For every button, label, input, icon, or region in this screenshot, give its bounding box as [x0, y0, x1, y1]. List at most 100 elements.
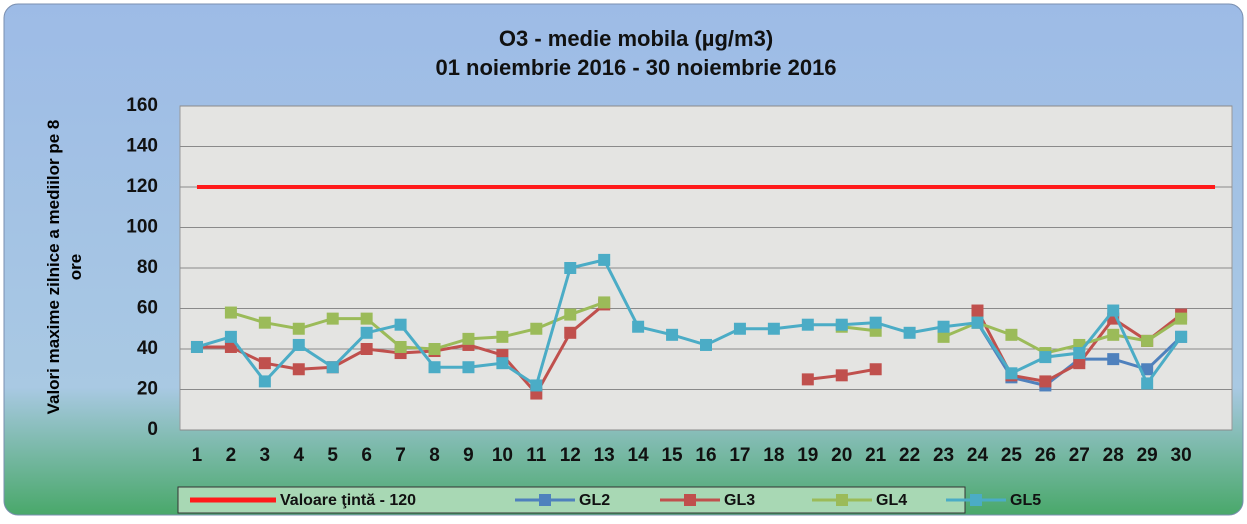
y-tick-label: 60 — [137, 298, 158, 319]
x-tick-label: 26 — [1035, 445, 1056, 466]
x-tick-label: 21 — [865, 445, 887, 466]
x-tick-label: 2 — [226, 445, 237, 466]
marker — [1039, 351, 1052, 364]
x-tick-label: 29 — [1137, 445, 1158, 466]
y-tick-label: 80 — [137, 257, 158, 278]
marker — [1175, 330, 1188, 343]
x-tick-label: 27 — [1069, 445, 1090, 466]
x-tick-label: 5 — [327, 445, 338, 466]
x-tick-label: 12 — [560, 445, 581, 466]
x-tick-label: 1 — [192, 445, 203, 466]
marker — [326, 312, 339, 325]
marker — [326, 361, 339, 374]
marker — [462, 361, 475, 374]
legend-label: GL5 — [1010, 492, 1041, 509]
x-tick-label: 4 — [293, 445, 304, 466]
marker — [292, 338, 305, 351]
marker — [258, 316, 271, 329]
marker — [462, 332, 475, 345]
y-tick-label: 0 — [147, 419, 158, 440]
y-tick-label: 40 — [137, 338, 158, 359]
chart-subtitle: 01 noiembrie 2016 - 30 noiembrie 2016 — [435, 55, 836, 80]
marker — [530, 322, 543, 335]
marker — [224, 306, 237, 319]
x-tick-label: 13 — [594, 445, 615, 466]
marker — [190, 340, 203, 353]
x-tick-label: 30 — [1171, 445, 1192, 466]
marker — [767, 322, 780, 335]
x-tick-label: 6 — [361, 445, 372, 466]
legend-label: GL2 — [579, 492, 610, 509]
marker — [937, 320, 950, 333]
marker — [937, 330, 950, 343]
x-tick-label: 28 — [1103, 445, 1124, 466]
legend-marker — [684, 494, 696, 506]
marker — [1141, 377, 1154, 390]
marker — [1107, 353, 1120, 366]
marker — [801, 318, 814, 331]
x-tick-label: 20 — [831, 445, 852, 466]
marker — [903, 326, 916, 339]
x-tick-label: 18 — [763, 445, 784, 466]
x-tick-label: 8 — [429, 445, 440, 466]
marker — [564, 262, 577, 274]
y-tick-label: 20 — [137, 379, 158, 400]
marker — [1005, 367, 1018, 380]
marker — [1141, 363, 1154, 376]
marker — [292, 363, 305, 376]
marker — [564, 326, 577, 339]
marker — [869, 363, 882, 376]
marker — [428, 361, 441, 374]
marker — [224, 340, 237, 353]
marker — [835, 369, 848, 382]
marker — [632, 320, 645, 333]
marker — [598, 253, 611, 266]
marker — [394, 318, 407, 331]
y-tick-label: 140 — [126, 136, 158, 157]
marker — [1107, 304, 1120, 317]
marker — [224, 330, 237, 343]
x-tick-label: 14 — [628, 445, 650, 466]
marker — [564, 308, 577, 321]
x-tick-label: 11 — [526, 445, 547, 466]
marker — [428, 343, 441, 355]
x-tick-label: 19 — [797, 445, 818, 466]
y-tick-label: 100 — [126, 217, 158, 238]
marker — [1107, 328, 1120, 341]
x-tick-label: 23 — [933, 445, 954, 466]
x-tick-label: 7 — [395, 445, 406, 466]
marker — [496, 330, 509, 343]
x-tick-label: 25 — [1001, 445, 1023, 466]
y-axis-title: Valori maxime zilnice a mediilor pe 8 or… — [44, 119, 85, 415]
marker — [700, 338, 712, 351]
chart-title: O3 - medie mobila (µg/m3) — [499, 26, 773, 51]
marker — [971, 304, 984, 317]
x-tick-label: 10 — [492, 445, 513, 466]
y-tick-label: 160 — [126, 95, 158, 116]
marker — [1175, 312, 1188, 325]
legend-marker — [970, 494, 982, 506]
x-tick-label: 9 — [463, 445, 474, 466]
marker — [258, 357, 271, 370]
marker — [598, 296, 611, 309]
marker — [801, 373, 814, 386]
x-tick-label: 15 — [661, 445, 683, 466]
marker — [971, 316, 984, 329]
marker — [1141, 334, 1154, 347]
y-axis-title-box: Valori maxime zilnice a mediilor pe 8 or… — [44, 119, 85, 415]
legend-marker — [539, 494, 551, 506]
marker — [1039, 375, 1052, 388]
marker — [1073, 357, 1086, 370]
legend-label: GL3 — [724, 492, 755, 509]
legend-marker — [836, 494, 848, 506]
marker — [258, 375, 271, 388]
y-tick-label: 120 — [126, 176, 158, 197]
marker — [733, 322, 746, 335]
marker — [292, 322, 305, 335]
marker — [360, 343, 373, 355]
marker — [1073, 347, 1086, 360]
marker — [835, 318, 848, 331]
legend-label: GL4 — [876, 492, 907, 509]
x-tick-label: 22 — [899, 445, 920, 466]
